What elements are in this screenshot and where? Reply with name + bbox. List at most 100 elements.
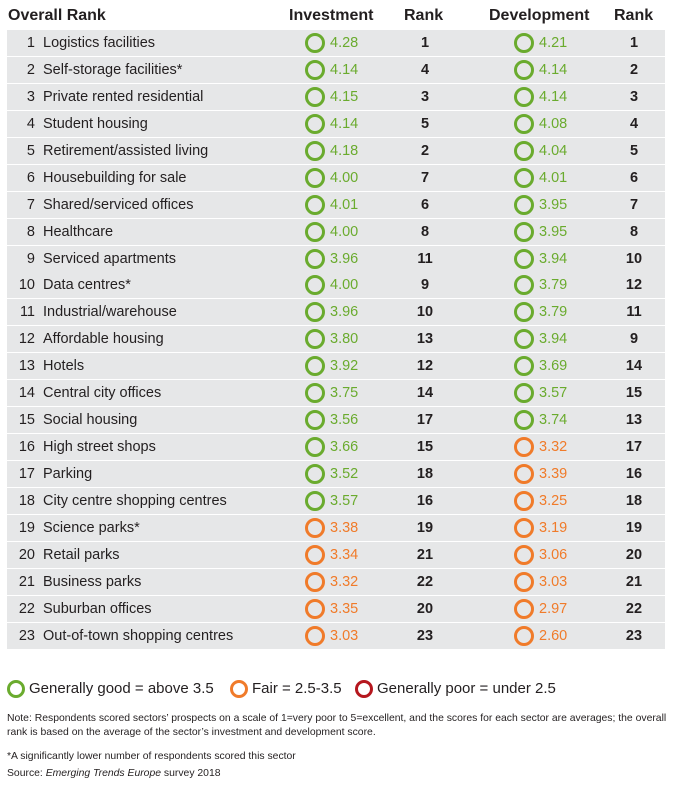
development-score-circle-icon — [514, 221, 534, 242]
development-rank: 13 — [625, 412, 643, 429]
development-score: 3.25 — [539, 492, 568, 509]
investment-rank: 19 — [416, 519, 434, 536]
source-note: Source: Emerging Trends Europe survey 20… — [7, 767, 667, 781]
investment-score-circle-icon — [305, 410, 325, 431]
investment-score: 3.66 — [330, 439, 359, 456]
sector-name: Housebuilding for sale — [43, 169, 187, 186]
development-score-circle-icon — [514, 194, 534, 215]
legend-poor-label: Generally poor = under 2.5 — [377, 680, 556, 697]
development-score-circle-icon — [514, 598, 534, 619]
investment-rank: 4 — [420, 61, 430, 78]
sector-name: Affordable housing — [43, 331, 164, 348]
development-rank: 17 — [625, 439, 643, 456]
development-score-circle-icon — [514, 140, 534, 161]
development-score: 3.79 — [539, 277, 568, 294]
development-rank: 7 — [629, 196, 639, 213]
investment-rank: 23 — [416, 627, 434, 644]
development-rank: 11 — [626, 304, 642, 321]
investment-rank: 3 — [420, 88, 430, 105]
development-score-circle-icon — [514, 437, 534, 458]
legend-fair-label: Fair = 2.5-3.5 — [252, 680, 342, 697]
investment-score: 4.14 — [330, 115, 359, 132]
table-row: 1 Logistics facilities 4.28 1 4.21 1 — [7, 30, 665, 56]
investment-score: 4.01 — [330, 196, 359, 213]
development-score: 3.03 — [539, 573, 568, 590]
development-rank: 8 — [629, 223, 639, 240]
development-score-circle-icon — [514, 464, 534, 484]
sector-name: Science parks* — [43, 519, 140, 536]
sector-name: Logistics facilities — [43, 35, 156, 51]
development-score-circle-icon — [514, 113, 534, 134]
development-header: Development — [489, 7, 590, 24]
investment-score: 3.32 — [330, 573, 359, 590]
investment-rank: 16 — [416, 492, 434, 509]
investment-rank: 13 — [416, 331, 434, 348]
development-rank: 2 — [629, 61, 639, 78]
investment-score: 4.00 — [330, 169, 359, 186]
table-row: 12 Affordable housing 3.80 13 3.94 9 — [7, 326, 665, 353]
table-row: 15 Social housing 3.56 17 3.74 13 — [7, 407, 665, 434]
table-row: 4 Student housing 4.14 5 4.08 4 — [7, 110, 665, 137]
investment-score: 3.96 — [330, 304, 359, 321]
development-score-circle-icon — [514, 329, 534, 350]
row-number: 22 — [18, 600, 35, 617]
investment-score-circle-icon — [305, 625, 325, 646]
table-row: 16 High street shops 3.66 15 3.32 17 — [7, 434, 665, 461]
development-rank: 21 — [625, 573, 643, 590]
table-row: 17 Parking 3.52 18 3.39 16 — [7, 461, 665, 487]
investment-rank: 10 — [416, 304, 434, 321]
table-row: 10 Data centres* 4.00 9 3.79 12 — [7, 272, 665, 299]
investment-rank-header: Rank — [404, 7, 444, 24]
sector-name: High street shops — [43, 439, 156, 456]
development-score: 3.19 — [539, 519, 568, 536]
row-number: 8 — [26, 223, 35, 240]
investment-score-circle-icon — [305, 302, 325, 323]
development-score: 3.39 — [539, 466, 568, 482]
investment-score: 4.00 — [330, 223, 359, 240]
investment-score-circle-icon — [305, 113, 325, 134]
development-score: 3.69 — [539, 358, 568, 375]
row-number: 4 — [26, 115, 35, 132]
sector-table: 1 Logistics facilities 4.28 1 4.21 1 2 Self-sto… — [7, 30, 665, 650]
development-rank-header: Rank — [614, 7, 654, 24]
development-score: 3.95 — [539, 196, 568, 213]
development-rank: 9 — [629, 331, 639, 348]
sector-name: Out-of-town shopping centres — [43, 627, 234, 644]
investment-score-circle-icon — [305, 33, 325, 53]
sector-name: Social housing — [43, 412, 138, 429]
sector-name: City centre shopping centres — [43, 492, 227, 509]
row-number: 11 — [19, 304, 35, 321]
development-score-circle-icon — [514, 86, 534, 107]
development-rank: 18 — [625, 492, 643, 509]
development-score: 3.94 — [539, 250, 568, 267]
investment-rank: 7 — [420, 169, 430, 186]
development-score-circle-icon — [514, 544, 534, 565]
sector-name: Retail parks — [43, 546, 120, 563]
investment-score: 4.15 — [330, 88, 359, 105]
investment-score: 3.03 — [330, 627, 359, 644]
investment-score: 3.57 — [330, 492, 359, 509]
row-number: 2 — [26, 61, 35, 78]
row-number: 21 — [18, 573, 35, 590]
overall-rank-header: Overall Rank — [8, 7, 106, 24]
development-score-circle-icon — [514, 302, 534, 323]
development-score: 4.14 — [539, 61, 568, 78]
development-rank: 14 — [625, 358, 643, 375]
table-row: 9 Serviced apartments 3.96 11 3.94 10 — [7, 245, 665, 272]
development-rank: 3 — [629, 88, 639, 105]
development-score: 4.04 — [539, 142, 568, 159]
row-number: 10 — [18, 277, 35, 294]
investment-score-circle-icon — [305, 383, 325, 404]
sector-name: Industrial/warehouse — [43, 304, 177, 321]
investment-score-circle-icon — [305, 544, 325, 565]
investment-score-circle-icon — [305, 275, 325, 296]
table-row: 14 Central city offices 3.75 14 3.57 15 — [7, 380, 665, 407]
sector-name: Hotels — [43, 358, 85, 375]
development-rank: 16 — [625, 466, 643, 482]
table-row: 13 Hotels 3.92 12 3.69 14 — [7, 353, 665, 380]
development-score: 3.74 — [539, 412, 568, 429]
table-row: 22 Suburban offices 3.35 20 2.97 22 — [7, 595, 665, 622]
table-row: 21 Business parks 3.32 22 3.03 21 — [7, 568, 665, 595]
investment-rank: 8 — [420, 223, 430, 240]
